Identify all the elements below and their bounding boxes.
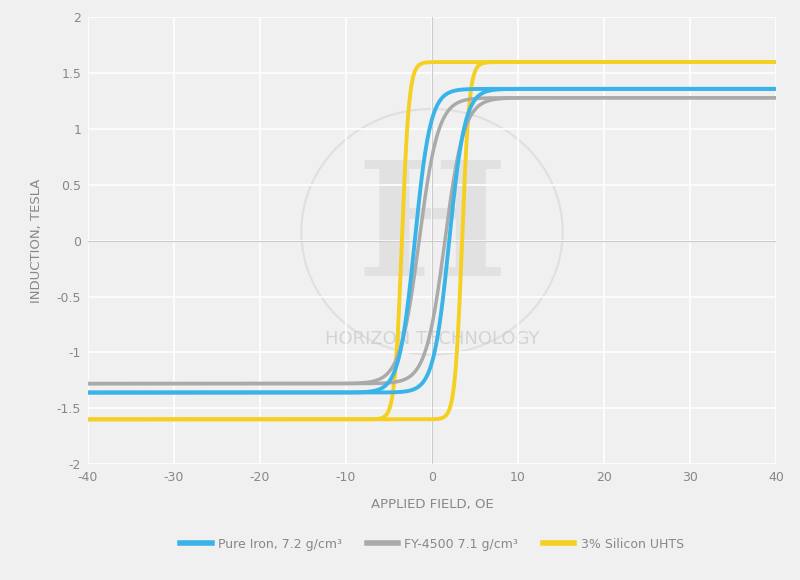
X-axis label: APPLIED FIELD, OE: APPLIED FIELD, OE xyxy=(370,498,494,511)
Y-axis label: INDUCTION, TESLA: INDUCTION, TESLA xyxy=(30,179,42,303)
Text: H: H xyxy=(357,155,507,309)
Legend: Pure Iron, 7.2 g/cm³, FY-4500 7.1 g/cm³, 3% Silicon UHTS: Pure Iron, 7.2 g/cm³, FY-4500 7.1 g/cm³,… xyxy=(175,533,689,556)
Text: HORIZON TECHNOLOGY: HORIZON TECHNOLOGY xyxy=(325,330,539,348)
